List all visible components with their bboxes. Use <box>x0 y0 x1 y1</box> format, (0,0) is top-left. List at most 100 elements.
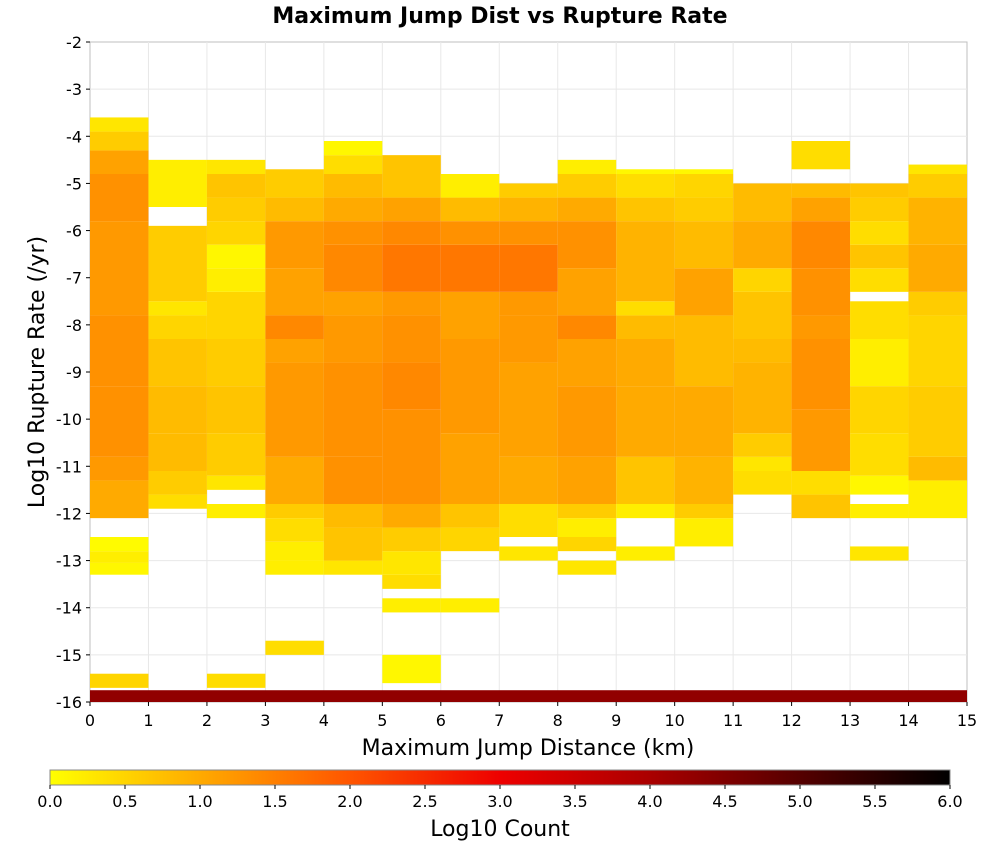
heatmap-cell <box>850 268 909 292</box>
heatmap-cell <box>90 386 149 457</box>
heatmap-cell <box>206 291 266 339</box>
heatmap-cell <box>557 197 617 222</box>
heatmap-cell <box>323 221 383 245</box>
heatmap-cell <box>265 169 324 198</box>
heatmap-cell <box>382 197 441 222</box>
y-tick-label: -5 <box>66 174 82 193</box>
heatmap-cell <box>323 291 383 316</box>
heatmap-cell <box>616 221 675 302</box>
heatmap-cell <box>323 141 383 156</box>
heatmap-cell <box>557 268 617 316</box>
heatmap-cell <box>499 546 558 561</box>
colorbar-tick-label: 2.5 <box>412 792 437 811</box>
heatmap-cell <box>323 504 383 528</box>
heatmap-cell <box>908 480 967 519</box>
x-axis-label: Maximum Jump Distance (km) <box>362 736 695 761</box>
heatmap-cell <box>733 268 792 292</box>
heatmap-cell <box>382 315 441 363</box>
heatmap-cell <box>791 197 851 222</box>
heatmap-cell <box>382 504 441 528</box>
x-tick-label: 10 <box>664 711 684 730</box>
heatmap-cell <box>908 244 967 292</box>
heatmap-cell <box>674 386 734 457</box>
x-tick-label: 0 <box>85 711 95 730</box>
heatmap-cell <box>90 504 149 519</box>
colorbar-ticks: 0.0 0.5 1.0 1.5 2.0 2.5 3.0 3.5 4.0 4.5 5.0 5.5 6.0 <box>37 785 963 811</box>
colorbar-tick-label: 3.0 <box>487 792 512 811</box>
heatmap-cell <box>499 291 558 316</box>
heatmap-cell <box>148 315 207 339</box>
heatmap-cell <box>791 183 851 198</box>
x-tick-label: 3 <box>260 711 270 730</box>
heatmap-cell <box>674 315 734 387</box>
heatmap-cell <box>908 456 967 481</box>
heatmap-cell <box>850 475 909 495</box>
heatmap-cell <box>323 197 383 222</box>
heatmap-cell <box>616 197 675 222</box>
x-tick-label: 4 <box>319 711 329 730</box>
heatmap-cell <box>733 456 792 471</box>
heatmap-cell <box>206 244 266 269</box>
heatmap-cell <box>148 386 207 434</box>
x-tick-label: 13 <box>840 711 860 730</box>
y-axis-label: Log10 Rupture Rate (/yr) <box>25 236 50 508</box>
heatmap-cell <box>850 339 909 387</box>
heatmap-cell <box>674 197 734 222</box>
heatmap-cell <box>850 183 909 198</box>
heatmap-cell <box>499 183 558 198</box>
heatmap-cell <box>323 362 383 457</box>
heatmap-cell <box>616 174 675 198</box>
y-tick-label: -10 <box>56 410 82 429</box>
heatmap-cell <box>90 673 149 688</box>
heatmap-cell <box>206 197 266 222</box>
heatmap-cell <box>90 117 149 132</box>
x-tick-label: 1 <box>143 711 153 730</box>
heatmap-cell <box>265 221 324 269</box>
heatmap-cell <box>674 221 734 269</box>
heatmap-cell <box>674 456 734 504</box>
heatmap-cell <box>90 537 149 552</box>
heatmap-cell <box>90 456 149 481</box>
heatmap-cell <box>908 386 967 457</box>
heatmap-cell <box>733 471 792 495</box>
y-tick-label: -7 <box>66 269 82 288</box>
heatmap-cell <box>440 504 500 528</box>
heatmap-cell <box>440 244 500 292</box>
heatmap-cell <box>440 527 500 552</box>
heatmap-cell <box>440 197 500 222</box>
heatmap-cell <box>148 339 207 387</box>
x-tick-label: 8 <box>553 711 563 730</box>
heatmap-cell <box>440 174 500 198</box>
heatmap-cell <box>616 546 675 561</box>
colorbar-tick-label: 0.5 <box>112 792 137 811</box>
heatmap-cell <box>674 504 734 519</box>
heatmap-cell <box>206 504 266 519</box>
heatmap-cell <box>674 268 734 316</box>
heatmap-cell <box>791 494 851 519</box>
y-tick-label: -15 <box>56 646 82 665</box>
heatmap-cell <box>791 141 851 170</box>
heatmap-cell <box>499 197 558 222</box>
heatmap-cell <box>265 504 324 519</box>
colorbar-tick-label: 0.0 <box>37 792 62 811</box>
heatmap-cell <box>850 433 909 476</box>
y-tick-label: -16 <box>56 693 82 712</box>
heatmap-cell <box>206 174 266 198</box>
heatmap-cell <box>733 339 792 363</box>
heatmap-cell <box>90 221 149 316</box>
x-tick-label: 14 <box>898 711 918 730</box>
heatmap-cell <box>440 221 500 245</box>
heatmap-cell <box>323 560 383 575</box>
heatmap-cell <box>382 574 441 589</box>
heatmap-cell <box>323 155 383 174</box>
heatmap-cell <box>791 268 851 316</box>
heatmap-cell <box>90 315 149 387</box>
y-axis-ticks: -2 -3 -4 -5 -6 -7 -8 -9 -10 -11 -12 -13 -14 -15 -16 <box>56 33 90 712</box>
heatmap-cell <box>850 504 909 519</box>
heatmap-cell <box>791 409 851 471</box>
heatmap-cell <box>90 551 149 563</box>
heatmap-cell <box>908 291 967 316</box>
heatmap-cell <box>908 164 967 174</box>
heatmap-cell <box>850 221 909 245</box>
